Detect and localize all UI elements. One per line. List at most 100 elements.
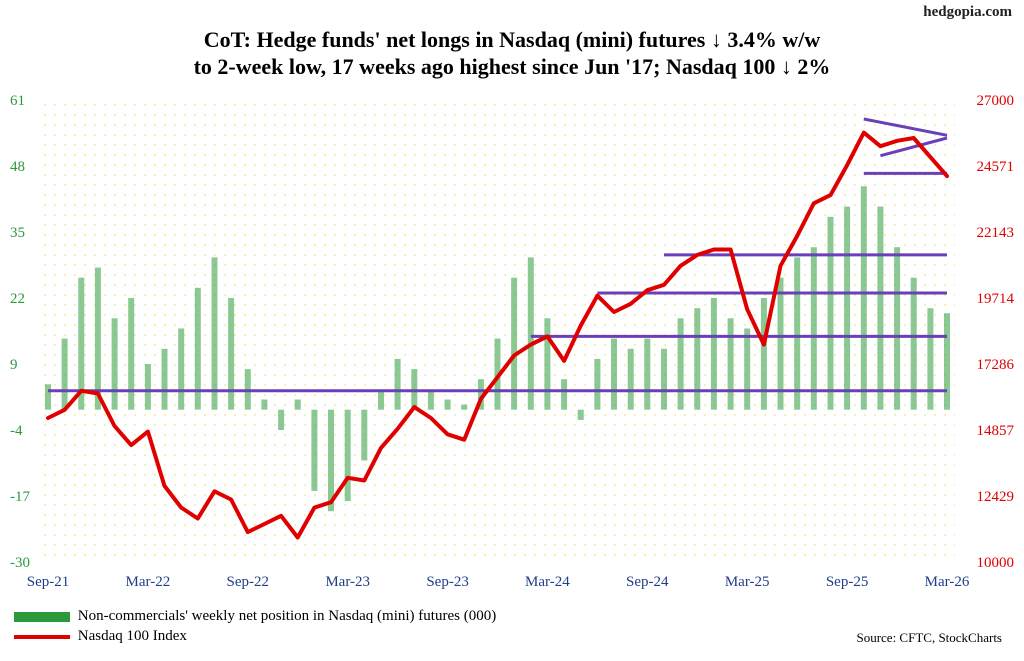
- cot-bar: [694, 308, 701, 410]
- right-tick-label: 12429: [977, 489, 1015, 505]
- cot-bar: [894, 247, 901, 410]
- cot-bar: [45, 384, 51, 410]
- cot-bar: [877, 206, 884, 410]
- cot-bar: [677, 318, 684, 410]
- cot-bar: [644, 338, 651, 410]
- cot-bar: [194, 287, 201, 410]
- x-tick-label: Sep-21: [27, 574, 70, 590]
- cot-bar: [561, 379, 568, 410]
- cot-bar: [461, 404, 468, 410]
- cot-bar: [294, 399, 301, 410]
- right-tick-label: 19714: [977, 291, 1015, 307]
- source-note: Source: CFTC, StockCharts: [856, 630, 1002, 645]
- support-lines-layer: [48, 117, 948, 393]
- x-axis-ticks: Sep-21 Mar-22 Sep-22 Mar-23 Sep-23 Mar-24 Sep-…: [27, 574, 970, 590]
- left-tick-label: 22: [10, 291, 25, 307]
- left-tick-label: -30: [10, 555, 30, 571]
- left-tick-label: -17: [10, 489, 30, 505]
- cot-bar: [477, 379, 484, 410]
- cot-bar: [944, 313, 950, 410]
- cot-bar: [211, 257, 218, 410]
- cot-bars-layer: [45, 186, 950, 512]
- cot-bar: [710, 298, 717, 410]
- cot-bar: [94, 267, 101, 410]
- cot-bar: [427, 389, 434, 410]
- cot-bar: [111, 318, 118, 410]
- cot-bar: [178, 328, 185, 410]
- cot-bar: [810, 247, 817, 410]
- left-tick-label: 61: [10, 93, 25, 109]
- right-tick-label: 22143: [977, 225, 1015, 241]
- right-tick-label: 27000: [977, 93, 1015, 109]
- right-tick-label: 24571: [977, 159, 1015, 175]
- cot-bar: [927, 308, 934, 410]
- cot-bar: [228, 298, 235, 410]
- right-axis-ticks: 27000 24571 22143 19714 17286 14857 12429 10000: [977, 93, 1015, 571]
- triangle-line: [880, 136, 948, 158]
- legend-swatch-green: [14, 611, 70, 622]
- left-tick-label: -4: [10, 423, 23, 439]
- cot-bar: [777, 277, 784, 410]
- cot-bar: [344, 409, 351, 502]
- left-tick-label: 48: [10, 159, 25, 175]
- cot-bar: [78, 277, 85, 410]
- cot-bar: [328, 409, 334, 512]
- cot-bar: [311, 409, 318, 491]
- right-tick-label: 10000: [977, 555, 1015, 571]
- cot-bar: [860, 186, 867, 410]
- x-tick-label: Mar-25: [725, 574, 770, 590]
- cot-bar: [727, 318, 734, 410]
- triangle-line: [863, 117, 948, 137]
- x-tick-label: Sep-23: [426, 574, 469, 590]
- cot-bar: [544, 318, 551, 410]
- left-tick-label: 9: [10, 357, 18, 373]
- cot-bar: [361, 409, 368, 461]
- cot-bar: [794, 257, 801, 410]
- cot-bar: [161, 348, 168, 410]
- cot-bar: [627, 348, 634, 410]
- plot-area-background: [40, 100, 955, 562]
- right-tick-label: 14857: [977, 423, 1015, 439]
- brand-watermark: hedgopia.com: [923, 4, 1012, 20]
- left-tick-label: 35: [10, 225, 25, 241]
- x-tick-label: Mar-24: [525, 574, 570, 590]
- cot-bar: [128, 298, 135, 410]
- legend-item-nasdaq: Nasdaq 100 Index: [14, 628, 187, 645]
- legend-item-cot: Non-commercials' weekly net position in …: [14, 608, 496, 625]
- cot-bar: [910, 277, 917, 410]
- x-tick-label: Sep-24: [626, 574, 669, 590]
- legend-label-cot: Non-commercials' weekly net position in …: [77, 608, 497, 624]
- cot-bar: [144, 364, 151, 410]
- chart-title-line-1: CoT: Hedge funds' net longs in Nasdaq (m…: [203, 27, 821, 52]
- nasdaq-line: [46, 130, 949, 540]
- cot-bar: [661, 348, 667, 410]
- x-tick-label: Sep-22: [227, 574, 270, 590]
- x-tick-label: Sep-25: [826, 574, 869, 590]
- nasdaq-line-layer: [46, 130, 949, 540]
- cot-bar: [760, 298, 767, 410]
- chart-title-line-2: to 2-week low, 17 weeks ago highest sinc…: [193, 54, 831, 79]
- cot-bar: [527, 257, 534, 410]
- cot-bar: [394, 358, 401, 410]
- cot-bar: [827, 216, 834, 410]
- cot-bar: [577, 409, 584, 420]
- legend-swatch-red: [14, 634, 70, 639]
- x-tick-label: Mar-26: [925, 574, 970, 590]
- legend-label-nasdaq: Nasdaq 100 Index: [77, 628, 187, 644]
- cot-bar: [594, 358, 601, 410]
- cot-bar: [61, 338, 68, 410]
- cot-bar: [511, 277, 518, 410]
- cot-bar: [278, 409, 285, 430]
- left-axis-ticks: 61 48 35 22 9 -4 -17 -30: [10, 93, 30, 571]
- cot-bar: [261, 399, 268, 410]
- right-tick-label: 17286: [977, 357, 1015, 373]
- x-tick-label: Mar-23: [325, 574, 370, 590]
- cot-bar: [444, 399, 451, 410]
- cot-bar: [378, 389, 384, 410]
- cot-bar: [611, 338, 617, 410]
- cot-bar: [844, 206, 851, 410]
- x-tick-label: Mar-22: [126, 574, 171, 590]
- cot-bar: [744, 328, 751, 410]
- chart-title: CoT: Hedge funds' net longs in Nasdaq (m…: [0, 26, 1024, 80]
